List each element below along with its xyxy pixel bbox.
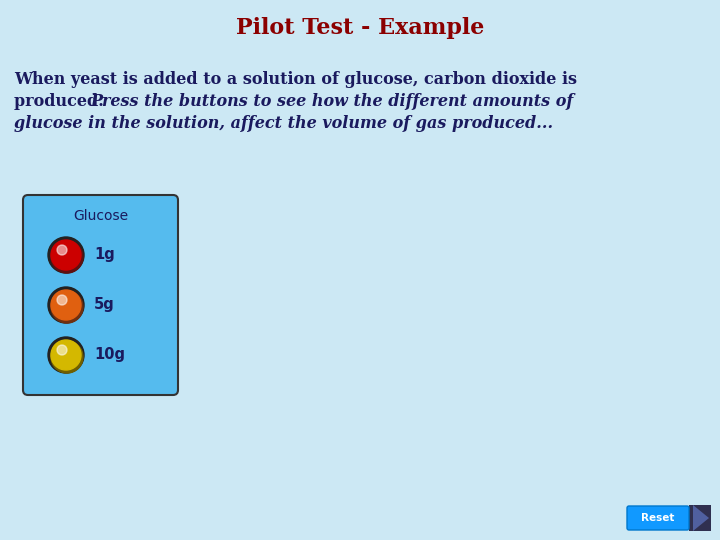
Circle shape: [51, 241, 83, 273]
Circle shape: [51, 341, 83, 373]
Text: 5g: 5g: [94, 298, 114, 313]
Polygon shape: [693, 505, 709, 531]
Circle shape: [48, 287, 84, 323]
Circle shape: [57, 245, 67, 255]
FancyBboxPatch shape: [627, 506, 689, 530]
FancyBboxPatch shape: [689, 505, 711, 531]
Circle shape: [57, 295, 67, 305]
Text: produced.: produced.: [14, 93, 109, 111]
Text: glucose in the solution, affect the volume of gas produced...: glucose in the solution, affect the volu…: [14, 116, 553, 132]
Circle shape: [48, 337, 84, 373]
Circle shape: [57, 345, 67, 355]
FancyBboxPatch shape: [23, 195, 178, 395]
Text: When yeast is added to a solution of glucose, carbon dioxide is: When yeast is added to a solution of glu…: [14, 71, 577, 89]
Text: 1g: 1g: [94, 247, 114, 262]
Circle shape: [48, 237, 84, 273]
Circle shape: [51, 291, 83, 323]
Text: Pilot Test - Example: Pilot Test - Example: [236, 17, 484, 39]
Circle shape: [51, 340, 81, 370]
Text: Press the buttons to see how the different amounts of: Press the buttons to see how the differe…: [90, 93, 573, 111]
Text: Reset: Reset: [642, 513, 675, 523]
Text: Glucose: Glucose: [73, 209, 128, 223]
Circle shape: [51, 290, 81, 320]
Circle shape: [51, 240, 81, 270]
Text: 10g: 10g: [94, 348, 125, 362]
